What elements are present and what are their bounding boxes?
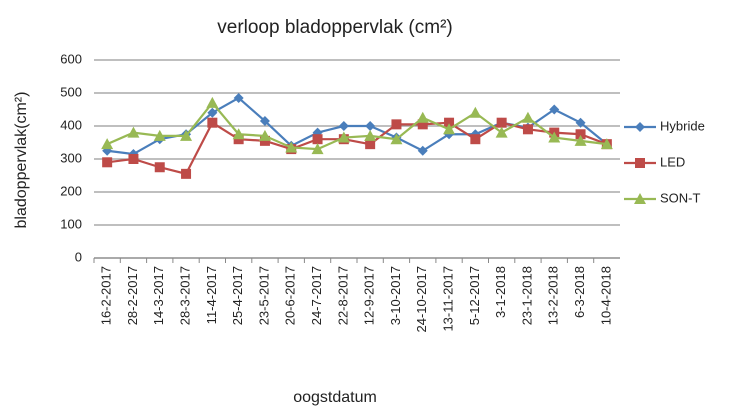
x-tick-label: 22-8-2017: [335, 266, 350, 325]
marker: [181, 168, 192, 179]
marker: [495, 126, 508, 138]
marker: [417, 119, 428, 130]
x-tick-label: 24-7-2017: [309, 266, 324, 325]
marker: [635, 158, 645, 168]
marker: [153, 129, 166, 141]
marker: [634, 193, 646, 204]
x-tick-label: 13-11-2017: [440, 266, 455, 332]
x-tick-label: 11-4-2017: [204, 266, 219, 324]
legend-label: SON-T: [660, 190, 701, 205]
y-tick-label: 100: [60, 216, 82, 231]
y-tick-label: 400: [60, 117, 82, 132]
marker: [444, 117, 455, 128]
marker: [548, 131, 561, 143]
marker: [207, 117, 218, 128]
x-tick-label: 6-3-2018: [572, 266, 587, 318]
y-tick-label: 600: [60, 51, 82, 66]
x-tick-label: 23-1-2018: [519, 266, 534, 325]
marker: [338, 121, 349, 131]
marker: [258, 129, 271, 141]
marker: [365, 139, 376, 150]
marker: [521, 111, 534, 123]
marker: [574, 134, 587, 146]
marker: [154, 162, 165, 173]
x-tick-label: 24-10-2017: [414, 266, 429, 333]
marker: [391, 119, 402, 130]
y-tick-label: 500: [60, 84, 82, 99]
x-tick-label: 13-2-2018: [546, 266, 561, 325]
x-axis-title: oogstdatum: [293, 389, 377, 406]
legend-label: Hybride: [660, 118, 705, 133]
marker: [311, 143, 324, 155]
x-tick-label: 12-9-2017: [362, 266, 377, 325]
marker: [635, 122, 645, 132]
marker: [416, 111, 429, 123]
marker: [127, 126, 140, 138]
y-tick-label: 200: [60, 183, 82, 198]
marker: [575, 117, 586, 128]
x-tick-label: 3-1-2018: [493, 266, 508, 318]
marker: [469, 106, 482, 118]
marker: [206, 96, 219, 108]
x-tick-label: 16-2-2017: [99, 266, 114, 325]
marker: [285, 141, 298, 153]
y-tick-label: 0: [75, 249, 82, 264]
x-tick-label: 14-3-2017: [151, 266, 166, 325]
marker: [470, 134, 481, 145]
marker: [575, 129, 586, 140]
chart-title: verloop bladoppervlak (cm²): [217, 17, 453, 38]
x-tick-label: 28-2-2017: [125, 266, 140, 325]
marker: [549, 104, 560, 115]
marker: [600, 138, 613, 150]
x-tick-label: 20-6-2017: [283, 266, 298, 325]
marker: [207, 107, 218, 118]
marker: [496, 117, 507, 128]
marker: [232, 128, 245, 140]
marker: [390, 133, 403, 145]
x-tick-label: 28-3-2017: [177, 266, 192, 325]
legend-label: LED: [660, 154, 685, 169]
marker: [417, 145, 428, 156]
y-tick-label: 300: [60, 150, 82, 165]
x-tick-label: 3-10-2017: [388, 266, 403, 325]
y-axis-title: bladoppervlak(cm²): [13, 92, 30, 229]
marker: [312, 134, 323, 145]
x-tick-label: 5-12-2017: [467, 266, 482, 325]
marker: [102, 157, 113, 168]
marker: [337, 131, 350, 143]
marker: [443, 123, 456, 135]
x-tick-label: 23-5-2017: [256, 266, 271, 325]
marker: [233, 92, 244, 103]
x-tick-label: 10-4-2018: [598, 266, 613, 325]
marker: [259, 116, 270, 127]
marker: [364, 129, 377, 141]
marker: [522, 124, 533, 135]
x-tick-label: 25-4-2017: [230, 266, 245, 325]
marker: [365, 121, 376, 131]
marker: [128, 154, 139, 164]
marker: [101, 138, 114, 150]
marker: [180, 129, 193, 141]
